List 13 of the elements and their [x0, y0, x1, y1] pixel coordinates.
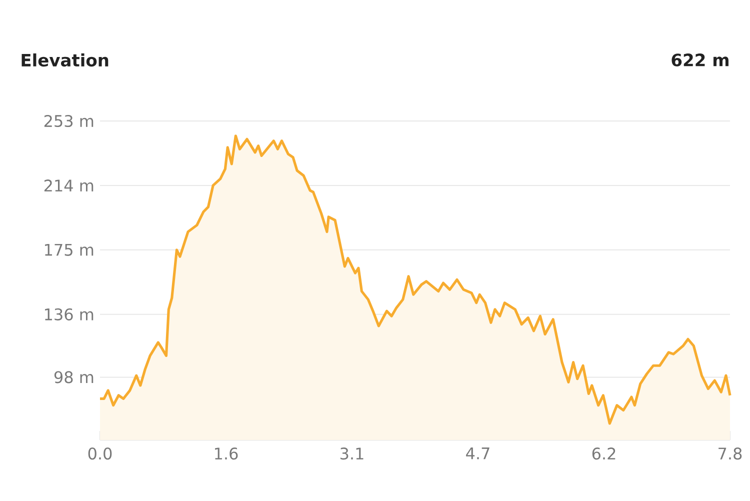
text: 622 m: [672, 54, 728, 66]
y-tick-label: 136 m: [45, 308, 94, 320]
x-tick-label: 6.2: [592, 448, 616, 460]
y-tick-label: 175 m: [45, 244, 94, 256]
y-tick-label: 214 m: [44, 180, 94, 192]
x-tick-label: 4.7: [466, 448, 490, 460]
x-tick-label: 0.0: [88, 448, 112, 460]
x-tick-label: 7.8: [718, 448, 742, 460]
x-tick-label: 1.6: [215, 448, 238, 460]
x-tick-label: 3.1: [340, 448, 364, 460]
chart-title: Elevation: [22, 53, 108, 67]
y-tick-label: 253 m: [44, 114, 94, 128]
y-tick-label: 98 m: [54, 371, 94, 384]
